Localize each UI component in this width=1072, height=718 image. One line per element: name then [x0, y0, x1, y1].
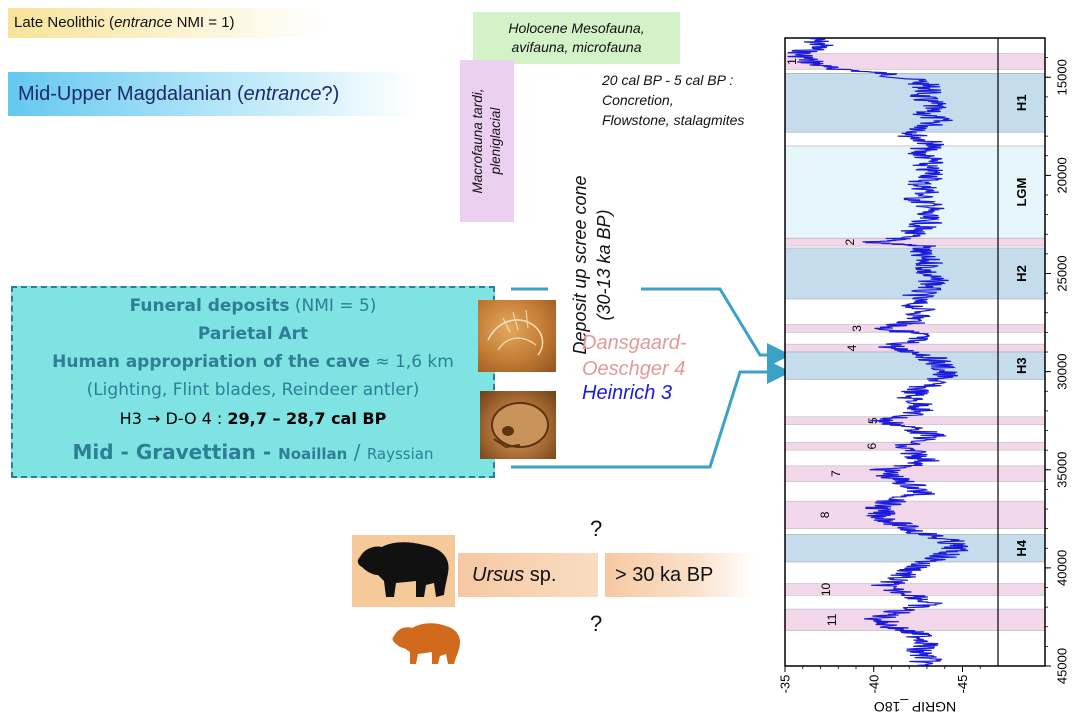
- interstadial-label-8: 8: [818, 511, 832, 518]
- stadial-label-h3: H3: [1014, 357, 1029, 374]
- question-mark-bottom: ?: [590, 611, 603, 636]
- gravettian-line: Mid - Gravettian - Noaillan / Rayssian: [72, 440, 434, 464]
- interstadial-band-5: [784, 416, 1046, 425]
- appropriation-line: Human appropriation of the cave ≈ 1,6 km: [52, 352, 454, 372]
- stadial-label-h2: H2: [1014, 265, 1029, 282]
- y-tick-label-45000: 45000: [1055, 648, 1070, 684]
- interstadial-band-11: [784, 608, 1046, 631]
- ngrip-curve: [787, 37, 969, 667]
- stadial-label-h1: H1: [1014, 94, 1029, 111]
- holocene-fauna-label: Holocene Mesofauna, avifauna, microfauna: [473, 12, 680, 64]
- interstadial-label-3: 3: [850, 325, 864, 332]
- lighting-line: (Lighting, Flint blades, Reindeer antler…: [86, 380, 420, 400]
- ursus-age-label: > 30 ka BP: [605, 553, 755, 597]
- y-tick-label-35000: 35000: [1055, 452, 1070, 488]
- interstadial-label-6: 6: [865, 443, 879, 450]
- dansgaard-oeschger-label: Dansgaard- Oeschger 4: [582, 332, 687, 380]
- x-tick-label--45: -45: [955, 675, 970, 694]
- y-tick-label-40000: 40000: [1055, 550, 1070, 586]
- y-tick-label-20000: 20000: [1055, 157, 1070, 193]
- parietal-art-line: Parietal Art: [197, 324, 309, 344]
- stadial-label-h4: H4: [1014, 539, 1029, 556]
- orange-bear-icon: [392, 623, 460, 664]
- y-tick-label-25000: 25000: [1055, 255, 1070, 291]
- ursus-label: Ursus sp.: [458, 553, 598, 597]
- macrofauna-label: Macrofauna tardi, pleniglacial: [460, 60, 514, 222]
- interstadial-label-2: 2: [843, 238, 857, 245]
- dating-line: H3 → D-O 4 : 29,7 – 28,7 cal BP: [119, 409, 387, 428]
- funeral-line-1: Funeral deposits (NMI = 5): [129, 296, 377, 316]
- y-tick-label-15000: 15000: [1055, 59, 1070, 95]
- speleothem-label: 20 cal BP - 5 cal BP : Concretion, Flows…: [602, 72, 745, 128]
- stadial-band-h3: [784, 351, 1046, 380]
- interstadial-label-11: 11: [825, 613, 839, 626]
- x-tick-label--35: -35: [778, 675, 793, 694]
- bear-silhouette-box: [352, 535, 455, 607]
- y-tick-label-30000: 30000: [1055, 354, 1070, 390]
- stadial-band-h4: [784, 534, 1046, 563]
- magdalenian-label: Mid-Upper Magdalanian (entrance?): [8, 72, 418, 116]
- black-bear-icon: [357, 542, 449, 597]
- parietal-art-photo: [478, 300, 556, 372]
- interstadial-band-4: [784, 343, 1046, 353]
- late-neolithic-label: Late Neolithic (entrance NMI = 1): [8, 8, 324, 38]
- stadial-label-lgm: LGM: [1014, 178, 1029, 207]
- x-axis-label: NGRIP _18O: [874, 699, 956, 715]
- funeral-deposits-box: Funeral deposits (NMI = 5) Parietal Art …: [11, 286, 495, 478]
- x-tick-label--40: -40: [866, 675, 881, 694]
- heinrich-3-label: Heinrich 3: [582, 382, 673, 404]
- interstadial-band-3: [784, 324, 1046, 333]
- question-mark-top: ?: [590, 516, 603, 541]
- stadial-band-lgm: [784, 145, 1046, 239]
- interstadial-label-7: 7: [829, 470, 843, 477]
- interstadial-label-10: 10: [819, 582, 833, 596]
- interstadial-label-4: 4: [845, 344, 859, 351]
- skull-photo: [480, 391, 556, 459]
- interstadial-label-1: 1: [785, 58, 799, 65]
- interstadial-band-7: [784, 465, 1046, 482]
